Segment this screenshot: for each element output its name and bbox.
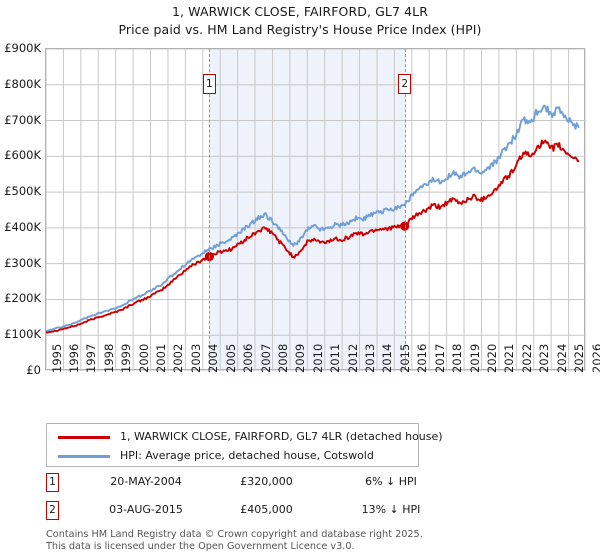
series-line-price-paid bbox=[46, 139, 580, 334]
x-tick-label: 2007 bbox=[258, 343, 273, 373]
y-tick-label: £0 bbox=[26, 363, 41, 377]
y-tick-label: £500K bbox=[4, 184, 41, 199]
event-line-2 bbox=[404, 49, 406, 369]
legend-item-price-paid: 1, WARWICK CLOSE, FAIRFORD, GL7 4LR (det… bbox=[47, 427, 443, 449]
x-tick-label: 2003 bbox=[188, 343, 203, 373]
legend-item-hpi: HPI: Average price, detached house, Cots… bbox=[47, 446, 418, 468]
page-subtitle: Price paid vs. HM Land Registry's House … bbox=[118, 22, 482, 37]
legend-swatch-hpi bbox=[58, 455, 110, 458]
x-tick-label: 2011 bbox=[328, 343, 343, 373]
y-tick-label: £700K bbox=[4, 112, 41, 127]
event-flag-1: 1 bbox=[202, 74, 216, 94]
x-tick-label: 2008 bbox=[275, 343, 290, 373]
x-tick-label: 2000 bbox=[136, 343, 151, 373]
x-tick-label: 2024 bbox=[554, 343, 569, 373]
footer-line-2: This data is licensed under the Open Gov… bbox=[46, 540, 355, 552]
y-tick-label: £900K bbox=[4, 41, 41, 55]
x-tick-label: 2023 bbox=[537, 343, 552, 373]
sale-hpi-delta-2: 13% ↓ HPI bbox=[361, 503, 421, 516]
legend-label-hpi: HPI: Average price, detached house, Cots… bbox=[120, 449, 374, 462]
x-tick-label: 2001 bbox=[154, 343, 169, 373]
y-tick-label: £300K bbox=[4, 255, 41, 270]
x-tick-label: 2004 bbox=[206, 343, 221, 373]
legend-label-price-paid: 1, WARWICK CLOSE, FAIRFORD, GL7 4LR (det… bbox=[120, 430, 443, 443]
x-tick-label: 2009 bbox=[293, 343, 308, 373]
x-tick-label: 2025 bbox=[572, 343, 587, 373]
x-tick-label: 2022 bbox=[519, 343, 534, 373]
x-tick-label: 2002 bbox=[171, 343, 186, 373]
sale-hpi-delta-1: 6% ↓ HPI bbox=[365, 475, 417, 488]
x-tick-label: 2015 bbox=[397, 343, 412, 373]
x-tick-label: 1998 bbox=[101, 343, 116, 373]
footer-attribution: Contains HM Land Registry data © Crown c… bbox=[46, 529, 423, 552]
x-tick-label: 2020 bbox=[484, 343, 499, 373]
y-tick-label: £800K bbox=[4, 76, 41, 91]
x-tick-label: 2005 bbox=[223, 343, 238, 373]
sale-date-1: 20-MAY-2004 bbox=[110, 475, 182, 488]
legend-swatch-price-paid bbox=[58, 436, 110, 439]
x-tick-label: 2026 bbox=[589, 343, 600, 373]
x-tick-label: 2018 bbox=[450, 343, 465, 373]
sale-marker-1: 1 bbox=[46, 473, 59, 492]
sale-price-2: £405,000 bbox=[240, 503, 293, 516]
event-flag-2: 2 bbox=[398, 74, 412, 94]
y-tick-label: £100K bbox=[4, 327, 41, 342]
x-tick-label: 1995 bbox=[49, 343, 64, 373]
x-tick-label: 2019 bbox=[467, 343, 482, 373]
footer-line-1: Contains HM Land Registry data © Crown c… bbox=[46, 529, 423, 540]
x-tick-label: 2006 bbox=[241, 343, 256, 373]
x-tick-label: 2010 bbox=[310, 343, 325, 373]
chart-legend: 1, WARWICK CLOSE, FAIRFORD, GL7 4LR (det… bbox=[46, 423, 443, 468]
x-tick-label: 1997 bbox=[84, 343, 99, 373]
series-line-hpi bbox=[46, 104, 580, 333]
page-title: 1, WARWICK CLOSE, FAIRFORD, GL7 4LR bbox=[171, 4, 429, 19]
x-tick-label: 2013 bbox=[363, 343, 378, 373]
x-tick-label: 2017 bbox=[432, 343, 447, 373]
x-tick-label: 1999 bbox=[119, 343, 134, 373]
sale-marker-2: 2 bbox=[46, 501, 59, 520]
x-tick-label: 1996 bbox=[66, 343, 81, 373]
y-tick-label: £400K bbox=[4, 219, 41, 234]
x-tick-label: 2012 bbox=[345, 343, 360, 373]
sale-price-1: £320,000 bbox=[240, 475, 293, 488]
y-tick-label: £600K bbox=[4, 148, 41, 163]
x-tick-label: 2021 bbox=[502, 343, 517, 373]
chart-svg bbox=[46, 49, 586, 371]
y-tick-label: £200K bbox=[4, 291, 41, 306]
event-line-1 bbox=[209, 49, 211, 369]
x-tick-label: 2016 bbox=[415, 343, 430, 373]
sale-date-2: 03-AUG-2015 bbox=[109, 503, 183, 516]
x-tick-label: 2014 bbox=[380, 343, 395, 373]
